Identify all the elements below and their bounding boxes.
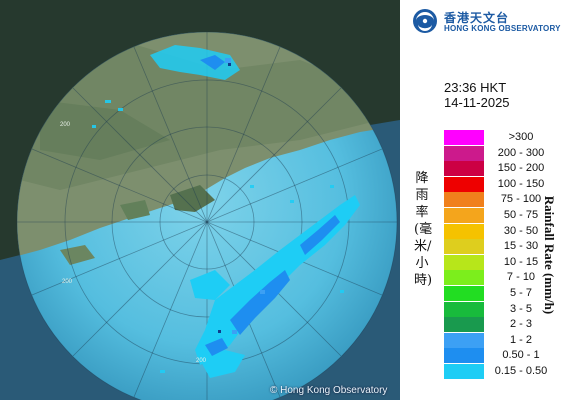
legend-swatch (444, 192, 484, 208)
legend-swatch (444, 286, 484, 301)
legend-label: 7 - 10 (506, 271, 536, 284)
legend-label: 200 - 300 (497, 146, 545, 159)
legend-swatch (444, 130, 484, 145)
legend-label: 10 - 15 (503, 255, 539, 268)
range-label: 200 (62, 279, 73, 285)
legend-row: >300 (444, 130, 574, 145)
legend-row: 5 - 7 (444, 286, 574, 301)
legend-row: 10 - 15 (444, 254, 574, 270)
legend-swatch (444, 332, 484, 348)
legend-row: 100 - 150 (444, 176, 574, 192)
legend-row: 0.15 - 0.50 (444, 364, 574, 379)
legend-swatch (444, 301, 484, 317)
observation-date: 14-11-2025 (444, 95, 510, 110)
legend-row: 2 - 3 (444, 317, 574, 333)
legend-label: 30 - 50 (503, 224, 539, 237)
legend-label: 0.50 - 1 (502, 349, 540, 362)
legend-panel: 香港天文台 HONG KONG OBSERVATORY 23:36 HKT 14… (400, 0, 577, 400)
logo-name-chinese: 香港天文台 (444, 11, 510, 25)
hko-logo-icon (413, 9, 437, 33)
legend-swatch (444, 161, 484, 177)
legend-row: 150 - 200 (444, 161, 574, 177)
legend-label: 2 - 3 (509, 318, 532, 331)
legend-label: 0.15 - 0.50 (494, 365, 548, 377)
legend-row: 7 - 10 (444, 270, 574, 286)
legend-label: 3 - 5 (509, 302, 532, 315)
legend-label: 1 - 2 (509, 333, 532, 346)
legend-swatch (444, 223, 484, 239)
radar-map-image: 200 200 200 (0, 0, 400, 400)
range-label: 200 (60, 122, 71, 128)
legend-label: 5 - 7 (509, 287, 532, 299)
legend-row: 50 - 75 (444, 208, 574, 223)
legend-label: 100 - 150 (497, 177, 545, 190)
legend-label: 15 - 30 (503, 240, 539, 253)
legend-row: 3 - 5 (444, 301, 574, 317)
legend-row: 0.50 - 1 (444, 348, 574, 364)
legend-row: 15 - 30 (444, 239, 574, 255)
legend-swatch (444, 208, 484, 223)
legend-label: 75 - 100 (500, 193, 542, 206)
legend-swatch (444, 348, 484, 364)
legend-row: 1 - 2 (444, 332, 574, 348)
legend-swatch (444, 239, 484, 255)
legend-row: 200 - 300 (444, 145, 574, 161)
legend-title-chinese: 降雨率(毫米/小時) (414, 171, 433, 288)
legend-swatch (444, 364, 484, 379)
legend-swatch (444, 254, 484, 270)
legend-swatch (444, 317, 484, 333)
logo-name-english: HONG KONG OBSERVATORY (444, 24, 561, 33)
legend-row: 75 - 100 (444, 192, 574, 208)
legend-swatch (444, 176, 484, 192)
range-label: 200 (196, 358, 207, 364)
radar-echoes (92, 45, 360, 378)
legend-label: >300 (508, 131, 534, 143)
legend-row: 30 - 50 (444, 223, 574, 239)
copyright-text: © Hong Kong Observatory (270, 385, 388, 396)
legend-swatch (444, 145, 484, 161)
legend-label: 150 - 200 (497, 162, 545, 175)
legend-label: 50 - 75 (503, 209, 539, 221)
observation-time: 23:36 HKT (444, 80, 507, 95)
radar-map: 200 200 200 © Hong Kong Observatory (0, 0, 400, 400)
legend-swatch (444, 270, 484, 286)
